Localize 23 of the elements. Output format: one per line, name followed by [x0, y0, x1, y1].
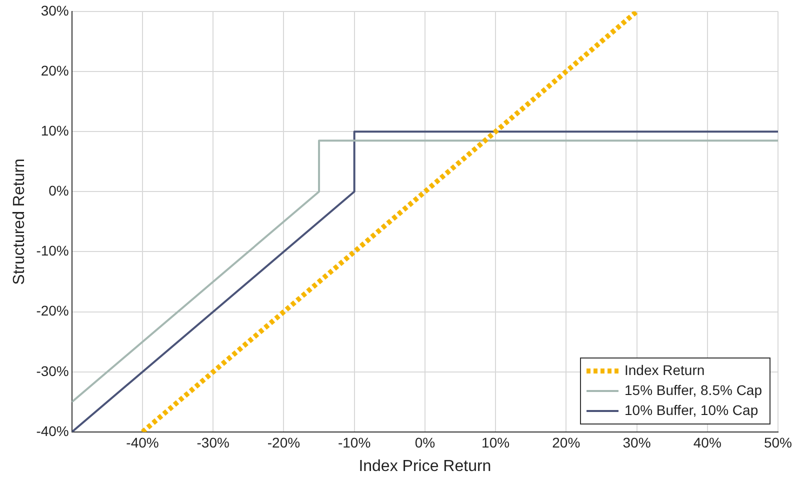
y-axis-title: Structured Return [11, 158, 28, 285]
x-tick-label: -30% [196, 434, 230, 450]
y-tick-label: -40% [36, 422, 69, 439]
x-tick-label: 0% [414, 434, 436, 450]
x-tick-label: 20% [552, 434, 580, 450]
x-tick-label: 50% [764, 434, 792, 450]
y-tick-label: 20% [40, 62, 69, 78]
y-tick-label: 0% [48, 182, 69, 199]
x-tick-label: 10% [482, 434, 510, 450]
x-tick-label: -20% [267, 434, 300, 450]
y-tick-label: -10% [36, 242, 69, 259]
y-tick-label: 10% [40, 122, 69, 138]
y-tick-label: -30% [36, 362, 69, 379]
legend-label: Index Return [624, 362, 705, 378]
x-tick-label: -40% [126, 434, 159, 450]
x-tick-label: -10% [338, 434, 371, 450]
legend-label: 10% Buffer, 10% Cap [624, 402, 758, 418]
y-tick-label: 30% [40, 2, 69, 18]
y-tick-label: -20% [36, 302, 69, 319]
x-tick-label: 30% [622, 434, 651, 450]
x-tick-label: 40% [693, 434, 722, 450]
legend-label: 15% Buffer, 8.5% Cap [624, 382, 762, 398]
x-axis-title: Index Price Return [358, 458, 492, 475]
